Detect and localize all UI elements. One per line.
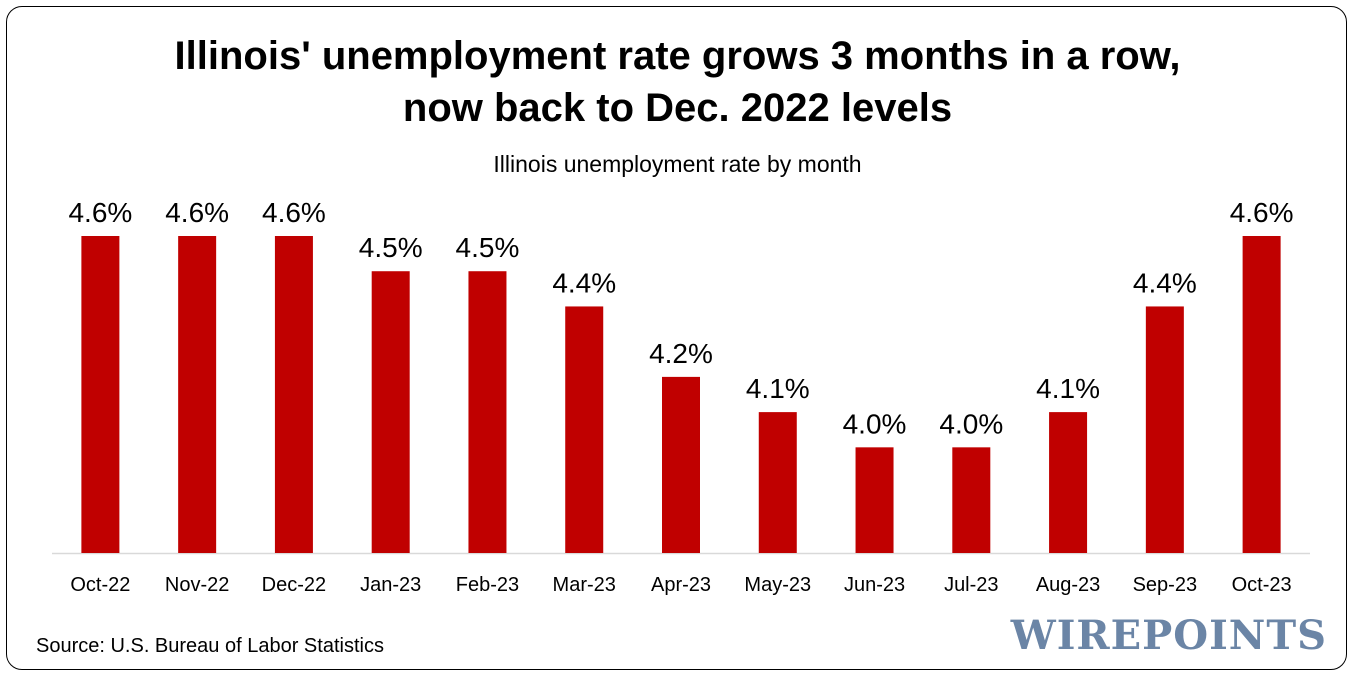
bar-oct-23 [1242,236,1281,553]
x-tick-label-nov-22: Nov-22 [165,574,229,596]
data-label-feb-23: 4.5% [456,232,520,263]
bar-aug-23 [1049,412,1088,553]
bar-jan-23 [371,271,410,553]
data-label-apr-23: 4.2% [649,338,713,369]
bar-nov-22 [178,236,217,553]
bar-jul-23 [952,447,991,553]
x-tick-label-aug-23: Aug-23 [1036,574,1101,596]
wirepoints-logo: WIREPOINTS [1010,612,1327,659]
data-label-dec-22: 4.6% [262,197,326,228]
data-label-mar-23: 4.4% [552,267,616,298]
bar-jun-23 [855,447,894,553]
data-label-jan-23: 4.5% [359,232,423,263]
chart-subtitle: Illinois unemployment rate by month [493,151,862,177]
chart-title-line-2: now back to Dec. 2022 levels [402,86,953,130]
x-tick-label-oct-22: Oct-22 [70,574,130,596]
bar-oct-22 [81,236,120,553]
source-note: Source: U.S. Bureau of Labor Statistics [36,635,384,657]
bar-feb-23 [468,271,507,553]
data-label-may-23: 4.1% [746,373,810,404]
data-label-aug-23: 4.1% [1036,373,1100,404]
x-tick-label-oct-23: Oct-23 [1232,574,1292,596]
bar-sep-23 [1145,306,1184,553]
data-label-oct-22: 4.6% [68,197,132,228]
data-label-jul-23: 4.0% [939,408,1003,439]
chart-title: Illinois' unemployment rate grows 3 mont… [0,30,1355,134]
x-tick-label-may-23: May-23 [744,574,811,596]
data-label-oct-23: 4.6% [1230,197,1294,228]
x-tick-label-jun-23: Jun-23 [844,574,905,596]
x-tick-label-sep-23: Sep-23 [1133,574,1198,596]
x-tick-label-jan-23: Jan-23 [360,574,421,596]
bar-mar-23 [565,306,604,553]
bar-dec-22 [274,236,313,553]
x-tick-label-mar-23: Mar-23 [553,574,616,596]
bar-may-23 [758,412,797,553]
data-label-jun-23: 4.0% [843,408,907,439]
data-label-nov-22: 4.6% [165,197,229,228]
data-label-sep-23: 4.4% [1133,267,1197,298]
bar-apr-23 [662,376,700,553]
x-tick-label-feb-23: Feb-23 [456,574,519,596]
chart-title-line-1: Illinois' unemployment rate grows 3 mont… [174,34,1181,78]
x-tick-label-apr-23: Apr-23 [651,574,711,596]
chart-frame [6,6,1347,670]
x-tick-label-dec-22: Dec-22 [262,574,326,596]
x-tick-label-jul-23: Jul-23 [944,574,998,596]
